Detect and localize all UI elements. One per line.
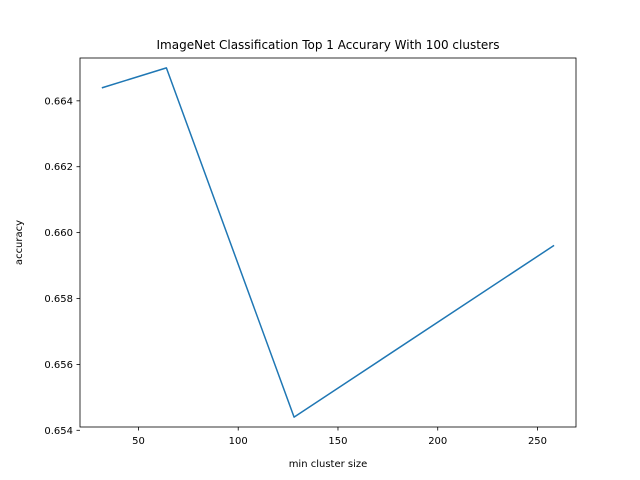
chart-title: ImageNet Classification Top 1 Accurary W… [157, 38, 500, 52]
x-tick-label: 250 [528, 436, 547, 447]
y-tick-label: 0.660 [44, 228, 73, 239]
y-tick-label: 0.658 [44, 294, 73, 305]
x-tick-label: 200 [428, 436, 447, 447]
plot-background [80, 58, 576, 427]
y-tick-label: 0.664 [44, 96, 73, 107]
y-tick-label: 0.654 [44, 426, 73, 437]
x-axis-label: min cluster size [289, 459, 368, 470]
x-tick-label: 150 [328, 436, 347, 447]
x-tick-label: 50 [132, 436, 145, 447]
y-axis-label: accuracy [14, 220, 25, 265]
y-tick-label: 0.662 [44, 162, 73, 173]
series-layer [101, 67, 555, 418]
x-axis-ticks: 50 100 150 200 250 [132, 427, 547, 447]
plot-frame [79, 57, 577, 428]
x-tick-label: 100 [229, 436, 248, 447]
y-axis-ticks: 0.654 0.656 0.658 0.660 0.662 0.664 [44, 96, 80, 437]
y-tick-label: 0.656 [44, 360, 73, 371]
series-line [101, 67, 555, 418]
